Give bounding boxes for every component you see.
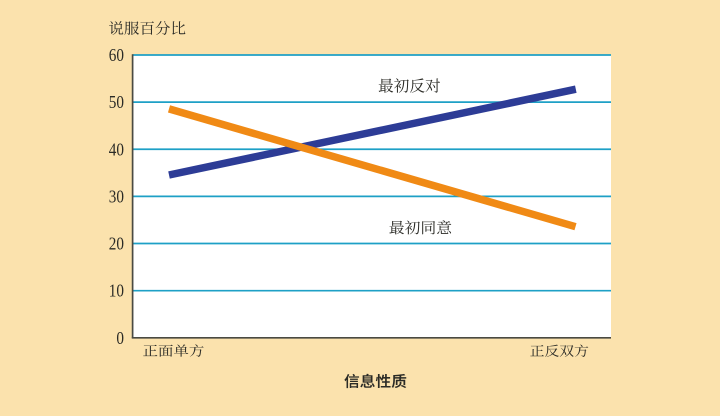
svg-text:30: 30 <box>109 186 124 206</box>
svg-text:40: 40 <box>109 139 124 159</box>
svg-text:10: 10 <box>109 281 124 301</box>
svg-text:60: 60 <box>109 45 124 65</box>
svg-text:50: 50 <box>109 92 124 112</box>
svg-text:20: 20 <box>109 234 124 254</box>
svg-text:0: 0 <box>116 328 124 348</box>
